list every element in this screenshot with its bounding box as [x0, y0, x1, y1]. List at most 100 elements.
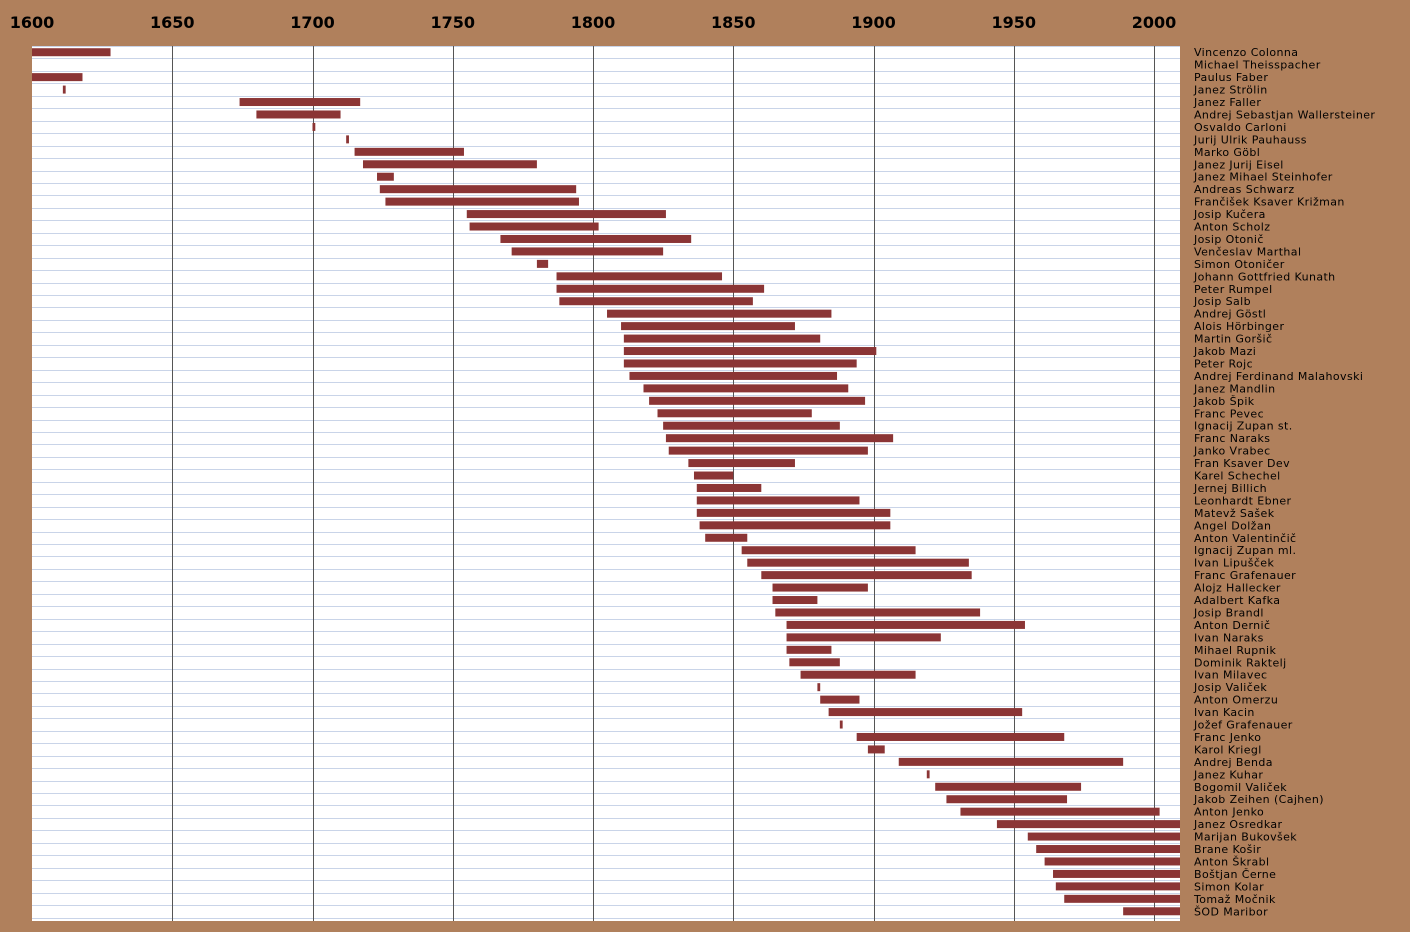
row-label: Josip Kučera	[1193, 208, 1266, 221]
bar	[649, 396, 866, 405]
row-label: Janez Strölin	[1193, 84, 1268, 97]
bar	[256, 110, 341, 119]
row-label: Leonhardt Ebner	[1194, 494, 1292, 507]
row-label: Tomaž Močnik	[1193, 893, 1276, 906]
row-label: Jakob Špik	[1193, 395, 1255, 408]
row-label: Janez Mihael Steinhofer	[1193, 171, 1333, 184]
bar	[607, 309, 832, 318]
row-label: Janko Vrabec	[1193, 445, 1271, 458]
row-label: Marko Göbl	[1194, 146, 1260, 159]
year-gridlines	[172, 46, 1155, 921]
bar	[775, 608, 981, 617]
bar	[696, 508, 891, 517]
row-label: Josip Valiček	[1193, 681, 1267, 694]
row-label: Jurij Ulrik Pauhauss	[1193, 133, 1307, 146]
row-label: Ivan Milavec	[1194, 669, 1267, 682]
bar	[1055, 882, 1180, 891]
bar	[621, 322, 795, 331]
row-label: Josip Otonič	[1193, 233, 1264, 246]
bar	[696, 496, 860, 505]
row-label: Franc Naraks	[1194, 432, 1270, 445]
row-label: Janez Faller	[1193, 96, 1261, 109]
row-label: Andreas Schwarz	[1194, 183, 1295, 196]
row-label: Janez Jurij Eisel	[1193, 158, 1284, 171]
bar	[898, 757, 1124, 766]
bar	[867, 745, 885, 754]
bar	[239, 98, 361, 107]
row-label: Anton Scholz	[1194, 221, 1270, 234]
bar	[362, 160, 537, 169]
bar	[559, 297, 753, 306]
bar	[786, 645, 832, 654]
row-label: Adalbert Kafka	[1194, 594, 1280, 607]
plot-area	[32, 46, 1180, 921]
row-label: Matevž Sašek	[1194, 507, 1275, 520]
bar	[946, 795, 1068, 804]
bars	[32, 48, 1180, 916]
row-label: Josip Brandl	[1193, 606, 1264, 619]
bar	[623, 347, 877, 356]
bar	[556, 272, 723, 281]
bar	[346, 135, 349, 144]
bar	[839, 720, 843, 729]
row-label: Andrej Benda	[1194, 756, 1273, 769]
row-label: Ivan Kacin	[1194, 706, 1255, 719]
bar	[469, 222, 599, 231]
x-tick-label: 2000	[1132, 13, 1177, 32]
bar	[693, 471, 734, 480]
row-label: Fran Ksaver Dev	[1194, 457, 1290, 470]
row-label: Ivan Naraks	[1194, 631, 1264, 644]
bar	[772, 596, 818, 605]
bar	[62, 85, 66, 94]
bar	[668, 446, 868, 455]
row-label: Ignacij Zupan ml.	[1194, 544, 1296, 557]
row-label: Janez Osredkar	[1193, 818, 1283, 831]
bar	[629, 371, 838, 380]
row-label: Jožef Grafenauer	[1193, 719, 1293, 732]
bar	[377, 172, 394, 181]
bar	[466, 210, 666, 219]
row-label: Franc Pevec	[1194, 407, 1264, 420]
row-label: Andrej Ferdinand Malahovski	[1194, 370, 1363, 383]
row-label: Anton Omerzu	[1194, 694, 1278, 707]
bar	[1036, 845, 1180, 854]
bar	[786, 620, 1025, 629]
bar	[960, 807, 1160, 816]
row-label: Boštjan Černe	[1194, 868, 1276, 881]
row-label: Ivan Lipušček	[1194, 557, 1274, 570]
row-label: Andrej Sebastjan Wallersteiner	[1194, 108, 1375, 121]
bar	[312, 122, 316, 131]
bar	[1044, 857, 1180, 866]
row-label: Josip Salb	[1193, 295, 1251, 308]
row-label: Janez Kuhar	[1193, 768, 1263, 781]
row-label: Andrej Göstl	[1194, 308, 1266, 321]
row-label: Simon Kolar	[1194, 880, 1264, 893]
row-label: Anton Dernič	[1194, 619, 1270, 632]
row-label: Franc Jenko	[1194, 731, 1261, 744]
bar	[786, 633, 941, 642]
x-tick-label: 1900	[851, 13, 896, 32]
row-label: ŠOD Maribor	[1194, 905, 1268, 918]
bar	[556, 284, 765, 293]
bar	[379, 185, 577, 194]
bar	[820, 695, 860, 704]
bar	[32, 48, 111, 57]
bar	[688, 459, 795, 468]
row-label: Alois Hörbinger	[1194, 320, 1284, 333]
x-tick-label: 1800	[571, 13, 616, 32]
row-label: Anton Škrabl	[1194, 855, 1269, 868]
row-label: Peter Rojc	[1194, 357, 1253, 370]
row-label: Jakob Zeihen (Cajhen)	[1193, 793, 1324, 806]
row-label: Jernej Billich	[1193, 482, 1267, 495]
row-label: Martin Goršič	[1194, 333, 1272, 346]
row-label: Paulus Faber	[1194, 71, 1268, 84]
row-label: Angel Dolžan	[1194, 519, 1271, 532]
bar	[665, 434, 894, 443]
bar	[643, 384, 849, 393]
bar	[705, 533, 748, 542]
x-tick-label: 1600	[10, 13, 55, 32]
bar	[536, 259, 549, 268]
row-label: Janez Mandlin	[1193, 382, 1275, 395]
